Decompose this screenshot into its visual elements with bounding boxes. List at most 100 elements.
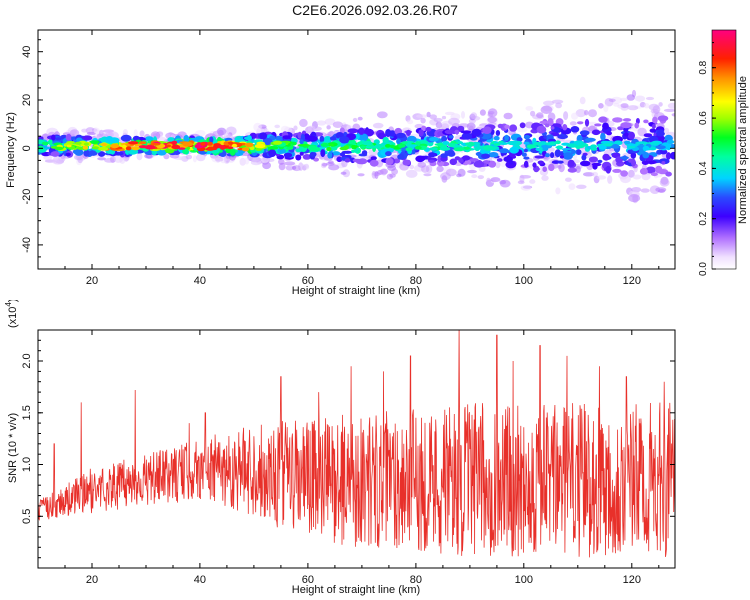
- spectrogram-x-tick-label: 100: [515, 275, 533, 287]
- spectrogram-cell: [602, 153, 610, 161]
- spectrogram-cell: [212, 130, 224, 137]
- spectrogram-cell: [487, 116, 498, 123]
- spectrogram-cell: [110, 143, 120, 149]
- spectrogram-cell: [98, 133, 109, 138]
- spectrogram-cell: [612, 117, 623, 123]
- spectrogram-cell: [509, 146, 519, 154]
- snr-y-axis-label: SNR (10 * v/v): [7, 413, 19, 483]
- spectrogram-cell: [628, 169, 635, 178]
- spectrogram-cell: [182, 148, 189, 155]
- spectrogram-cell: [418, 129, 424, 137]
- spectrogram-cell: [567, 167, 577, 173]
- spectrogram-cell: [241, 147, 250, 152]
- spectrogram-cell: [194, 144, 203, 149]
- spectrogram-frame: [37, 29, 676, 270]
- spectrogram-cell: [88, 150, 98, 156]
- spectrogram-cell: [467, 169, 477, 174]
- spectrogram-cell: [495, 161, 501, 169]
- spectrogram-cell: [591, 171, 599, 177]
- spectrogram-cell: [655, 165, 663, 174]
- spectrogram-cell: [125, 146, 132, 151]
- spectrogram-cell: [128, 141, 139, 145]
- spectrogram-cell: [327, 151, 333, 159]
- spectrogram-cell: [167, 137, 175, 143]
- spectrogram-cell: [324, 118, 336, 126]
- spectrogram-cell: [461, 132, 473, 140]
- spectrogram-cell: [643, 103, 650, 109]
- spectrogram-cell: [526, 144, 536, 149]
- spectrogram-cell: [402, 159, 411, 166]
- spectrogram-cell: [499, 180, 507, 185]
- spectrogram-cell: [542, 166, 547, 172]
- spectrogram-cell: [640, 188, 650, 193]
- spectrogram-cell: [66, 141, 75, 144]
- spectrogram-cell: [559, 155, 565, 159]
- spectrogram-cell: [435, 121, 443, 129]
- spectrogram-cell: [83, 149, 90, 157]
- spectrogram-y-tick-label: 20: [21, 94, 33, 106]
- spectrogram-cell: [69, 129, 80, 137]
- spectrogram-cell: [82, 145, 89, 150]
- spectrogram-cell: [659, 178, 670, 187]
- spectrogram-cell: [666, 143, 672, 151]
- spectrogram-cell: [130, 146, 140, 151]
- spectrogram-cell: [223, 132, 231, 139]
- spectrogram-cell: [582, 172, 595, 177]
- spectrogram-cell: [588, 109, 597, 118]
- spectrogram-cell: [562, 124, 568, 131]
- spectrogram-cell: [428, 152, 437, 158]
- spectrogram-cell: [569, 121, 577, 126]
- spectrogram-cell: [461, 111, 465, 119]
- spectrogram-cell: [328, 143, 335, 147]
- spectrogram-cell: [657, 115, 669, 122]
- spectrogram-cell: [579, 130, 590, 136]
- spectrogram-cell: [425, 126, 432, 132]
- spectrogram-cell: [105, 136, 114, 143]
- spectrogram-cell: [471, 174, 478, 179]
- spectrogram-cell: [627, 131, 636, 140]
- spectrogram-cell: [587, 121, 597, 125]
- spectrogram-cell: [666, 139, 675, 145]
- spectrogram-cell: [578, 142, 587, 146]
- spectrogram-cell: [267, 146, 279, 150]
- spectrogram-cell: [332, 121, 343, 128]
- spectrogram-cell: [556, 145, 563, 150]
- spectrogram-cell: [473, 160, 485, 168]
- spectrogram-cell: [561, 148, 572, 151]
- spectrogram-cell: [539, 141, 547, 146]
- spectrogram-cell: [620, 170, 628, 177]
- spectrogram-cell: [457, 168, 466, 177]
- spectrogram-cell: [150, 143, 161, 146]
- spectrogram-cell: [321, 163, 328, 167]
- spectrogram-cell: [178, 155, 185, 161]
- snr-x-tick-label: 120: [623, 574, 641, 586]
- spectrogram-y-tick-label: 0: [21, 145, 33, 151]
- spectrogram-cell: [374, 171, 379, 179]
- spectrogram-cell: [627, 105, 639, 111]
- spectrogram-cell: [385, 157, 394, 166]
- spectrogram-cell: [597, 159, 603, 164]
- spectrogram-cell: [81, 128, 88, 133]
- spectrogram-cell: [505, 160, 517, 169]
- spectrogram-cell: [620, 122, 632, 129]
- spectrogram-cell: [598, 116, 608, 123]
- spectrogram-cell: [437, 155, 442, 163]
- spectrogram-cell: [66, 144, 72, 148]
- spectrogram-cell: [254, 143, 266, 149]
- spectrogram-cell: [283, 152, 293, 158]
- colorbar-label: Normalized spectral amplitude: [737, 76, 749, 224]
- spectrogram-cell: [352, 158, 362, 163]
- spectrogram-cell: [447, 143, 456, 147]
- spectrogram-cell: [239, 157, 246, 166]
- spectrogram-cell: [387, 165, 397, 172]
- spectrogram-cell: [122, 129, 128, 137]
- snr-x-tick-label: 100: [515, 574, 533, 586]
- spectrogram-cell: [300, 133, 305, 142]
- spectrogram-cell: [101, 143, 108, 147]
- spectrogram-cell: [532, 162, 537, 168]
- snr-y-tick-label: 0.5: [21, 509, 33, 524]
- spectrogram-cell: [200, 142, 206, 146]
- spectrogram-cell: [196, 153, 206, 162]
- spectrogram-cell: [139, 130, 145, 137]
- spectrogram-y-tick-label: 40: [21, 46, 33, 58]
